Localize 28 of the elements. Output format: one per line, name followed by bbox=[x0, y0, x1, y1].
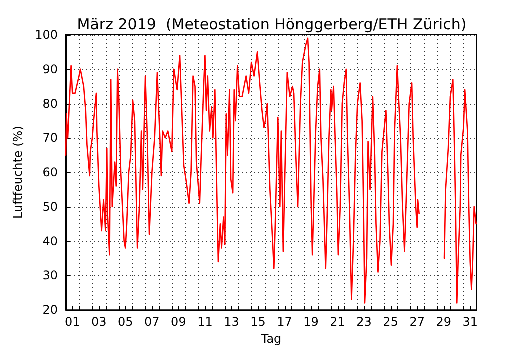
x-tick-label: 25 bbox=[383, 315, 398, 330]
x-tick-label: 17 bbox=[277, 315, 292, 330]
x-tick-label: 07 bbox=[144, 315, 160, 330]
y-tick-label: 20 bbox=[42, 303, 58, 318]
y-tick-label: 80 bbox=[42, 96, 58, 111]
y-tick-label: 40 bbox=[42, 234, 58, 248]
y-tick-label: 100 bbox=[35, 28, 58, 42]
x-tick-label: 05 bbox=[118, 315, 134, 330]
x-tick-label: 29 bbox=[436, 315, 452, 330]
x-axis-title: Tag bbox=[260, 332, 282, 346]
x-tick-label: 13 bbox=[224, 315, 240, 330]
x-tick-label: 31 bbox=[462, 315, 478, 330]
y-tick-label: 60 bbox=[42, 166, 58, 180]
x-tick-label: 09 bbox=[171, 315, 186, 330]
chart-title: März 2019 (Meteostation Hönggerberg/ETH Zürich) bbox=[77, 16, 467, 34]
y-tick-label: 50 bbox=[42, 200, 58, 214]
y-tick-label: 90 bbox=[42, 62, 58, 76]
x-tick-label: 01 bbox=[64, 315, 80, 330]
y-tick-label: 30 bbox=[42, 268, 58, 283]
y-axis-title: Luftfeuchte (%) bbox=[11, 126, 26, 219]
x-tick-label: 19 bbox=[304, 315, 319, 330]
x-tick-label: 03 bbox=[92, 315, 107, 330]
x-tick-label: 15 bbox=[250, 315, 266, 330]
y-tick-label: 70 bbox=[42, 131, 58, 146]
x-tick-label: 27 bbox=[410, 315, 425, 330]
x-tick-label: 21 bbox=[330, 315, 346, 330]
x-tick-label: 11 bbox=[198, 315, 213, 330]
x-tick-label: 23 bbox=[356, 315, 372, 330]
